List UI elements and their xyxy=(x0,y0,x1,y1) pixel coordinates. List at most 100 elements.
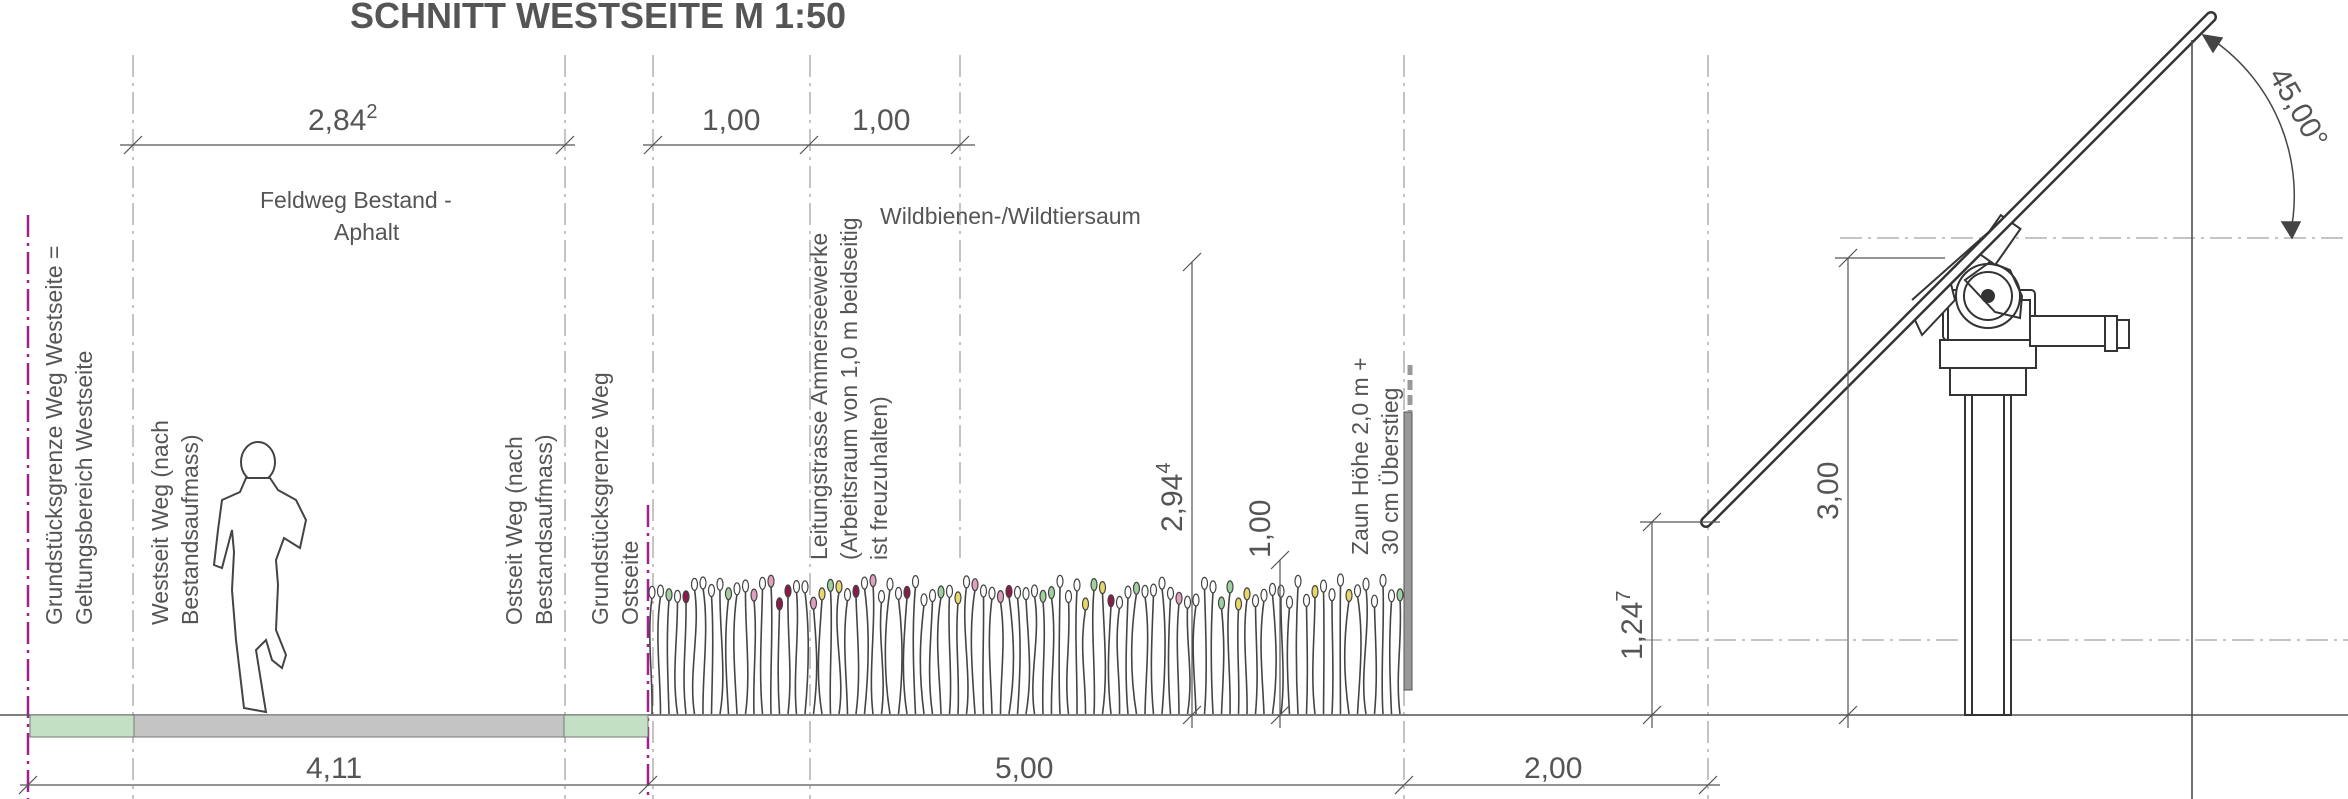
meadow-stem xyxy=(1280,596,1284,715)
meadow-flower xyxy=(1285,595,1294,609)
meadow-stem xyxy=(1075,589,1078,715)
meadow-stem xyxy=(683,601,687,715)
meadow-flower xyxy=(1073,578,1081,592)
meadow-stem xyxy=(1381,585,1385,715)
meadow-stem xyxy=(1176,603,1180,715)
meadow-flower xyxy=(784,584,792,598)
meadow-stem xyxy=(1227,591,1231,715)
meadow-stem xyxy=(1192,604,1197,715)
meadow-stem xyxy=(1271,594,1277,715)
meadow-flower xyxy=(843,587,852,602)
meadow-stem xyxy=(928,600,934,715)
label-texts: Feldweg Bestand - Aphalt Wildbienen-/Wil… xyxy=(41,187,1403,625)
meadow-flower xyxy=(758,576,767,591)
meadow-stem xyxy=(1050,597,1055,715)
meadow-stem xyxy=(988,598,993,715)
meadow-stem xyxy=(1322,591,1325,715)
meadow-flower xyxy=(1353,584,1362,598)
meadow-flower xyxy=(996,589,1005,604)
meadow-flower xyxy=(741,579,750,593)
meadow-stem xyxy=(744,590,749,715)
meadow-flower xyxy=(673,589,682,604)
dim-plot-west: 4,11 xyxy=(306,752,362,785)
meadow-flower xyxy=(775,597,784,611)
meadow-flower xyxy=(962,575,971,589)
meadow-stem xyxy=(666,599,670,715)
meadow-stem xyxy=(1161,588,1166,715)
meadow-stem xyxy=(1388,600,1393,715)
pv-tracker xyxy=(1911,213,2130,716)
dim-walkway-width: 2,842 xyxy=(308,101,378,137)
meadow-flower xyxy=(1268,582,1277,597)
meadow-flower xyxy=(1158,576,1166,590)
meadow-flower xyxy=(1387,589,1396,603)
meadow-stem xyxy=(817,598,823,715)
meadow-stem xyxy=(804,591,810,715)
meadow-flower xyxy=(648,585,656,599)
property-lines xyxy=(26,215,650,799)
meadow-flower xyxy=(665,588,673,602)
label-westseit-2: Bestandsaufmass) xyxy=(177,435,203,625)
dim-strip-1: 1,00 xyxy=(702,104,760,137)
meadow-stem xyxy=(1091,589,1096,715)
meadow-stem xyxy=(1041,601,1046,715)
meadow-flower xyxy=(1107,594,1115,608)
meadow-stem xyxy=(1144,596,1149,715)
meadow-flower xyxy=(894,586,903,601)
meadow-flower xyxy=(1302,593,1311,608)
meadow-flower xyxy=(988,586,996,600)
dim-lower-edge: 1,247 xyxy=(1613,590,1649,660)
meadow-flower xyxy=(656,584,665,598)
label-grenze-ost-2: Ostseite xyxy=(617,541,643,625)
meadow-flower xyxy=(809,596,818,610)
green-strip-east xyxy=(563,714,649,738)
meadow-stem xyxy=(836,591,842,715)
meadow-flower xyxy=(1132,581,1141,595)
meadow-flower xyxy=(1022,586,1030,601)
meadow-stem xyxy=(829,590,833,715)
meadow-flower xyxy=(886,577,894,591)
asphalt-path xyxy=(133,714,565,738)
meadow-flower xyxy=(1141,584,1149,599)
meadow-stem xyxy=(956,602,960,715)
meadow-stem xyxy=(657,595,662,715)
meadow-stem xyxy=(902,597,908,715)
meadow-stem xyxy=(1362,589,1368,715)
dim-meadow-width: 5,00 xyxy=(995,752,1053,785)
green-strip-west xyxy=(29,714,135,738)
reference-axes xyxy=(132,55,2348,799)
meadow-flower xyxy=(1064,589,1073,604)
meadow-flower xyxy=(1192,593,1200,607)
meadow-flower xyxy=(1217,596,1226,610)
meadow-flower xyxy=(1345,588,1353,603)
label-leitung-3: ist freuzuhalten) xyxy=(866,396,892,560)
meadow-flower xyxy=(1175,591,1183,605)
label-zaun-2: 30 cm Überstieg xyxy=(1377,388,1403,555)
dim-strip-2: 1,00 xyxy=(852,104,910,137)
meadow-stem xyxy=(1081,608,1087,715)
meadow-flower xyxy=(1243,587,1251,601)
meadow-stem xyxy=(1058,586,1061,715)
meadow-stem xyxy=(855,596,860,715)
meadow-flower xyxy=(877,589,886,604)
label-zaun-1: Zaun Höhe 2,0 m + xyxy=(1347,357,1373,555)
meadow-stem xyxy=(1244,598,1248,715)
meadow-flower xyxy=(937,585,945,599)
meadow-stem xyxy=(1260,600,1265,715)
meadow-stem xyxy=(674,601,679,715)
meadow-flower xyxy=(911,574,920,589)
label-leitung-1: Leitungstrasse Ammerseewerke xyxy=(806,233,832,560)
meadow-flower xyxy=(1396,588,1404,602)
meadow-flower xyxy=(954,591,962,605)
meadow-flower xyxy=(690,577,699,592)
meadow-flower xyxy=(1081,597,1090,611)
label-ostseit-2: Bestandsaufmass) xyxy=(531,435,557,625)
fence xyxy=(1403,365,1413,691)
meadow-stem xyxy=(1167,598,1172,715)
meadow-flower xyxy=(818,587,826,601)
drawing-title: SCHNITT WESTSEITE M 1:50 xyxy=(350,0,846,36)
meadow-flower xyxy=(707,583,716,598)
meadow-stem xyxy=(1305,605,1309,715)
meadow-flower xyxy=(1090,577,1098,592)
